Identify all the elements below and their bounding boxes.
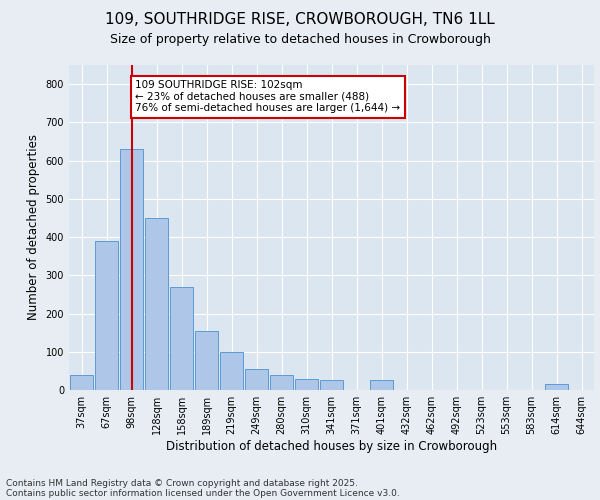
- Bar: [295, 378, 319, 390]
- Text: 109, SOUTHRIDGE RISE, CROWBOROUGH, TN6 1LL: 109, SOUTHRIDGE RISE, CROWBOROUGH, TN6 1…: [105, 12, 495, 28]
- Bar: [545, 384, 568, 390]
- Bar: [220, 352, 244, 390]
- Bar: [119, 149, 143, 390]
- Text: 109 SOUTHRIDGE RISE: 102sqm
← 23% of detached houses are smaller (488)
76% of se: 109 SOUTHRIDGE RISE: 102sqm ← 23% of det…: [135, 80, 400, 114]
- Text: Size of property relative to detached houses in Crowborough: Size of property relative to detached ho…: [110, 32, 490, 46]
- Bar: [269, 374, 293, 390]
- Bar: [245, 369, 268, 390]
- Bar: [370, 380, 394, 390]
- Bar: [320, 380, 343, 390]
- Bar: [170, 287, 193, 390]
- Text: Contains HM Land Registry data © Crown copyright and database right 2025.: Contains HM Land Registry data © Crown c…: [6, 478, 358, 488]
- Text: Contains public sector information licensed under the Open Government Licence v3: Contains public sector information licen…: [6, 488, 400, 498]
- Bar: [194, 330, 218, 390]
- Bar: [70, 374, 94, 390]
- Bar: [95, 241, 118, 390]
- X-axis label: Distribution of detached houses by size in Crowborough: Distribution of detached houses by size …: [166, 440, 497, 453]
- Y-axis label: Number of detached properties: Number of detached properties: [27, 134, 40, 320]
- Bar: [145, 218, 169, 390]
